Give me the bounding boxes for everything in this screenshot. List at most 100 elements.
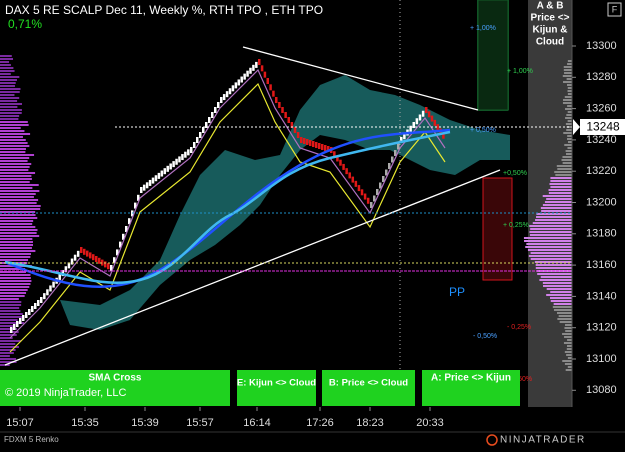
volume-profile-bar [559,321,572,323]
volume-profile-bar [556,165,572,167]
time-axis [0,407,625,447]
renko-brick [184,151,187,158]
renko-brick [116,249,119,256]
window-icon[interactable] [607,2,622,17]
renko-brick [351,176,355,183]
renko-brick [425,107,428,113]
volume-profile-bar [527,249,572,251]
strategy-button[interactable] [322,370,415,406]
renko-brick [202,127,205,133]
volume-profile-bar [565,369,572,371]
volume-profile-bar [0,268,26,270]
renko-brick [306,139,309,145]
strategy-button[interactable] [422,370,520,406]
volume-profile-bar [0,292,27,294]
renko-brick [190,147,193,153]
sma-slow [4,130,451,284]
strategy-button[interactable] [0,370,230,406]
strategy-button[interactable] [237,370,316,406]
volume-profile-bar [0,148,26,150]
renko-brick [205,122,208,128]
trendline [4,169,501,366]
renko-brick [70,258,74,265]
volume-profile-bar [529,225,572,227]
volume-profile-bar [0,94,15,96]
renko-brick [400,137,403,143]
volume-profile-bar [530,258,572,260]
volume-profile-bar [526,243,572,245]
renko-brick [217,102,220,108]
volume-profile-bar [0,226,36,228]
renko-brick [73,254,77,261]
volume-profile-bar [562,102,572,104]
renko-brick [234,82,238,89]
volume-profile-bar [0,322,24,324]
volume-profile-bar [542,204,572,206]
price-marker [580,119,625,135]
volume-profile-bar [0,187,33,189]
volume-profile-bar [540,207,572,209]
volume-profile-bar [562,75,572,77]
renko-brick [67,262,71,269]
renko-brick [13,324,16,330]
percent-label: - 0,50% [508,376,532,383]
renko-brick [318,143,321,149]
volume-profile-bar [543,285,572,287]
volume-profile-bar [0,313,23,315]
volume-profile-bar [567,141,572,143]
renko-brick [366,197,370,204]
y-tick-label: 13240 [586,134,617,146]
volume-profile-bar [0,118,19,120]
renko-brick [220,97,223,103]
volume-profile-bar [564,144,572,146]
volume-profile-bar [0,112,22,114]
volume-profile-bar [556,312,572,314]
volume-profile-bar [567,93,572,95]
volume-profile-bar [0,217,38,219]
renko-brick [228,88,232,95]
renko-brick [175,158,178,165]
renko-brick [125,226,128,232]
volume-profile-bar [0,286,30,288]
renko-brick [214,107,217,113]
volume-profile-bar [0,199,39,201]
volume-profile-bar [550,177,572,179]
renko-brick [110,265,113,271]
volume-profile-bar [0,337,13,339]
renko-brick [327,146,330,152]
volume-profile-bar [0,364,10,366]
button-label: E: Kijun <> Cloud [237,378,316,389]
renko-brick [76,250,80,257]
renko-brick [272,90,275,97]
y-tick-label: 13160 [586,259,617,271]
chart-drawing [0,55,572,371]
renko-brick [363,193,367,200]
volume-profile-bar [0,280,32,282]
volume-profile-bar [550,186,572,188]
percent-label: + 1,00% [470,25,496,32]
volume-profile-bar [0,184,39,186]
volume-profile-bar [0,289,28,291]
volume-profile-bar [525,246,572,248]
volume-profile-bar [550,300,572,302]
renko-brick [86,250,89,257]
renko-brick [290,122,294,128]
volume-profile-bar [567,90,572,92]
volume-profile-bar [542,195,572,197]
renko-brick [379,182,382,189]
volume-profile-bar [0,346,19,348]
renko-brick [360,189,364,196]
volume-profile-bar [535,219,572,221]
volume-profile-bar [0,88,21,90]
volume-profile-bar [0,139,26,141]
legend-text: Cloud [536,37,564,48]
volume-profile-bar [563,66,572,68]
volume-profile-bar [0,67,14,69]
renko-brick [46,289,49,296]
volume-profile-bar [567,105,572,107]
renko-brick [145,182,149,189]
volume-profile-bar [535,264,572,266]
renko-brick [172,161,175,168]
renko-brick [309,140,312,146]
volume-profile-bar [0,214,36,216]
